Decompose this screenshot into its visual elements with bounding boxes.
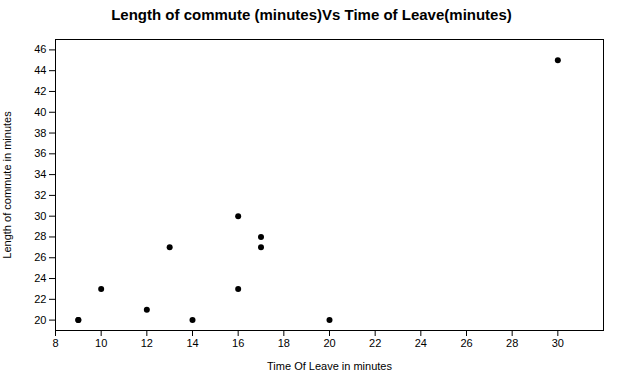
svg-text:46: 46 — [34, 43, 46, 55]
svg-text:36: 36 — [34, 147, 46, 159]
svg-text:20: 20 — [323, 337, 335, 349]
svg-text:12: 12 — [141, 337, 153, 349]
svg-text:38: 38 — [34, 127, 46, 139]
svg-text:40: 40 — [34, 106, 46, 118]
svg-text:18: 18 — [278, 337, 290, 349]
svg-text:34: 34 — [34, 168, 46, 180]
svg-text:20: 20 — [34, 314, 46, 326]
svg-text:22: 22 — [369, 337, 381, 349]
svg-text:22: 22 — [34, 293, 46, 305]
svg-text:14: 14 — [186, 337, 198, 349]
svg-text:26: 26 — [34, 251, 46, 263]
svg-text:8: 8 — [52, 337, 58, 349]
svg-text:44: 44 — [34, 64, 46, 76]
svg-text:42: 42 — [34, 85, 46, 97]
svg-text:26: 26 — [460, 337, 472, 349]
svg-text:30: 30 — [552, 337, 564, 349]
svg-text:30: 30 — [34, 210, 46, 222]
svg-text:24: 24 — [415, 337, 427, 349]
svg-text:16: 16 — [232, 337, 244, 349]
svg-text:28: 28 — [34, 230, 46, 242]
svg-text:Length of commute in minutes: Length of commute in minutes — [1, 111, 13, 259]
svg-text:10: 10 — [95, 337, 107, 349]
svg-text:24: 24 — [34, 272, 46, 284]
svg-text:Time Of Leave in minutes: Time Of Leave in minutes — [267, 360, 392, 372]
html-text:Length of commute (minutes)Vs: Length of commute (minutes)Vs Time of Le… — [111, 6, 512, 23]
svg-text:28: 28 — [506, 337, 518, 349]
svg-text:32: 32 — [34, 189, 46, 201]
